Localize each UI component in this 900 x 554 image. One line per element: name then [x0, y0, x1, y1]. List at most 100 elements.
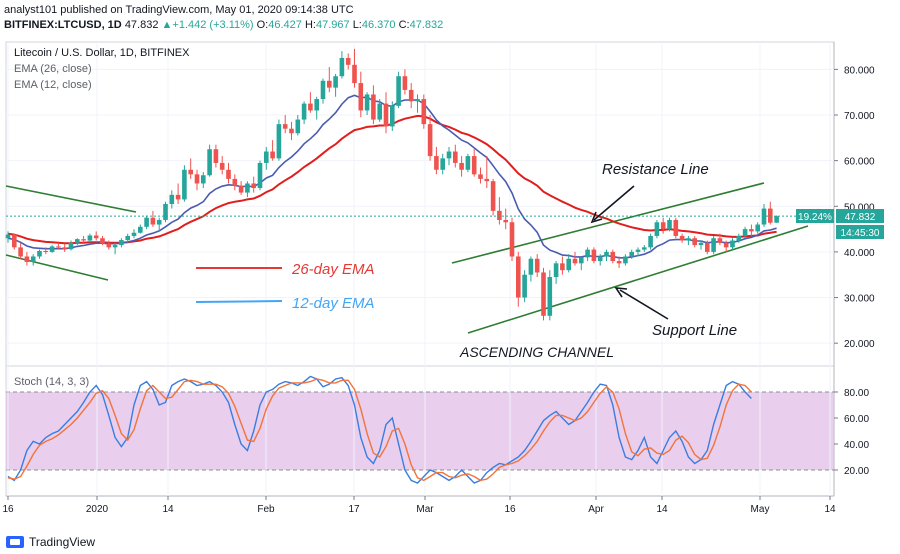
- countdown-tag: [836, 225, 884, 239]
- candle-body: [327, 80, 332, 88]
- candle-body: [175, 194, 181, 200]
- candle-body: [43, 251, 49, 253]
- candle-body: [692, 238, 697, 246]
- price-axis: 80.000 70.000 60.000 50.000 40.000 30.000 20.0…: [834, 65, 875, 350]
- countdown-text: 14:45:30: [841, 228, 880, 239]
- candle-body: [408, 89, 414, 102]
- time-tick-label: 14: [824, 504, 836, 515]
- price-tick-label: 40.000: [844, 248, 875, 259]
- support-annotation: Support Line: [652, 322, 737, 339]
- candle-body: [264, 151, 269, 163]
- high-value: 47.967: [315, 19, 350, 31]
- open-label: O:: [256, 19, 269, 31]
- candle-body: [774, 216, 779, 223]
- price-chart[interactable]: 80.000 70.000 60.000 50.000 40.000 30.000 20.0…: [0, 36, 900, 530]
- candle-body: [585, 249, 590, 258]
- ohlc-line: BITFINEX:LTCUSD, 1D 47.832 ▲+1.442 (+3.1…: [4, 18, 894, 33]
- time-tick-label: 14: [162, 504, 174, 515]
- candle-body: [503, 219, 508, 223]
- candle-body: [276, 124, 282, 159]
- candle-body: [56, 246, 61, 248]
- candle-body: [251, 183, 256, 189]
- candle-body: [37, 251, 42, 257]
- candle-body: [93, 235, 99, 239]
- candle-body: [339, 57, 345, 77]
- change-pct-text: 19.24%: [798, 212, 832, 223]
- candle-body: [182, 169, 187, 200]
- candle-body: [579, 257, 584, 264]
- candle-body: [270, 151, 275, 159]
- candle-body: [282, 124, 288, 129]
- candle-body: [547, 277, 553, 316]
- candle-body: [396, 76, 401, 106]
- last-price: 47.832: [124, 19, 159, 31]
- candle-body: [566, 258, 571, 271]
- candle-body: [75, 239, 80, 243]
- candle-body: [484, 178, 490, 182]
- candle-body: [232, 178, 238, 186]
- channel-annotation: ASCENDING CHANNEL: [459, 344, 614, 360]
- price-tick-label: 50.000: [844, 202, 875, 213]
- candle-body: [49, 246, 55, 252]
- candle-body: [711, 238, 716, 252]
- candle-body: [534, 258, 540, 273]
- candle-body: [654, 222, 660, 236]
- legend-ema12: EMA (12, close): [14, 79, 92, 91]
- stoch-tick-label: 80.00: [844, 388, 869, 399]
- stoch-d-line: [7, 378, 752, 482]
- candle-body: [213, 149, 219, 163]
- low-label: L:: [352, 19, 362, 31]
- stoch-k-line: [7, 375, 752, 484]
- legend-ema26: EMA (26, close): [14, 63, 92, 75]
- candle-body: [377, 103, 382, 120]
- candle-body: [194, 174, 200, 184]
- candle-body: [201, 175, 206, 184]
- candle-body: [673, 219, 679, 236]
- candle-body: [207, 149, 212, 176]
- candle-body: [352, 64, 357, 84]
- candle-body: [572, 258, 578, 264]
- candles: [5, 48, 834, 321]
- time-tick-label: 16: [504, 504, 516, 515]
- channel-line: [467, 225, 809, 334]
- high-label: H:: [304, 19, 316, 31]
- candle-body: [604, 251, 609, 257]
- candle-body: [415, 99, 420, 102]
- price-tick-label: 60.000: [844, 157, 875, 168]
- candle-body: [465, 156, 471, 170]
- candle-body: [516, 256, 521, 298]
- candle-body: [698, 242, 704, 246]
- candle-body: [660, 222, 666, 230]
- chart-header: analyst101 published on TradingView.com,…: [4, 3, 894, 37]
- stoch-tick-label: 40.00: [844, 440, 869, 451]
- grid: [6, 42, 834, 496]
- candle-body: [446, 151, 452, 159]
- candle-body: [112, 245, 118, 248]
- channel-lines: [5, 182, 809, 334]
- candle-body: [87, 235, 93, 241]
- candle-body: [629, 251, 634, 257]
- candle-body: [434, 156, 439, 170]
- candle-body: [755, 224, 760, 232]
- candle-body: [257, 162, 263, 189]
- candle-body: [522, 274, 527, 298]
- candle-body: [144, 217, 149, 227]
- candle-body: [245, 183, 250, 193]
- candle-body: [308, 103, 313, 111]
- tradingview-footer[interactable]: TradingView: [6, 533, 95, 551]
- candle-body: [314, 99, 319, 111]
- publisher-line: analyst101 published on TradingView.com,…: [4, 4, 354, 16]
- ema12-annotation: 12-day EMA: [292, 295, 375, 312]
- candle-body: [686, 238, 691, 241]
- time-tick-label: Feb: [257, 504, 275, 515]
- channel-line: [5, 185, 137, 213]
- candle-body: [150, 217, 156, 225]
- tradingview-logo-icon: [6, 536, 24, 548]
- ema12-legend-line: [195, 300, 283, 303]
- resistance-annotation: Resistance Line: [602, 161, 709, 178]
- price-pane[interactable]: [5, 41, 835, 367]
- change-pct-tag: [796, 209, 834, 223]
- candle-body: [320, 80, 326, 100]
- price-tick-label: 30.000: [844, 294, 875, 305]
- candle-body: [18, 247, 23, 257]
